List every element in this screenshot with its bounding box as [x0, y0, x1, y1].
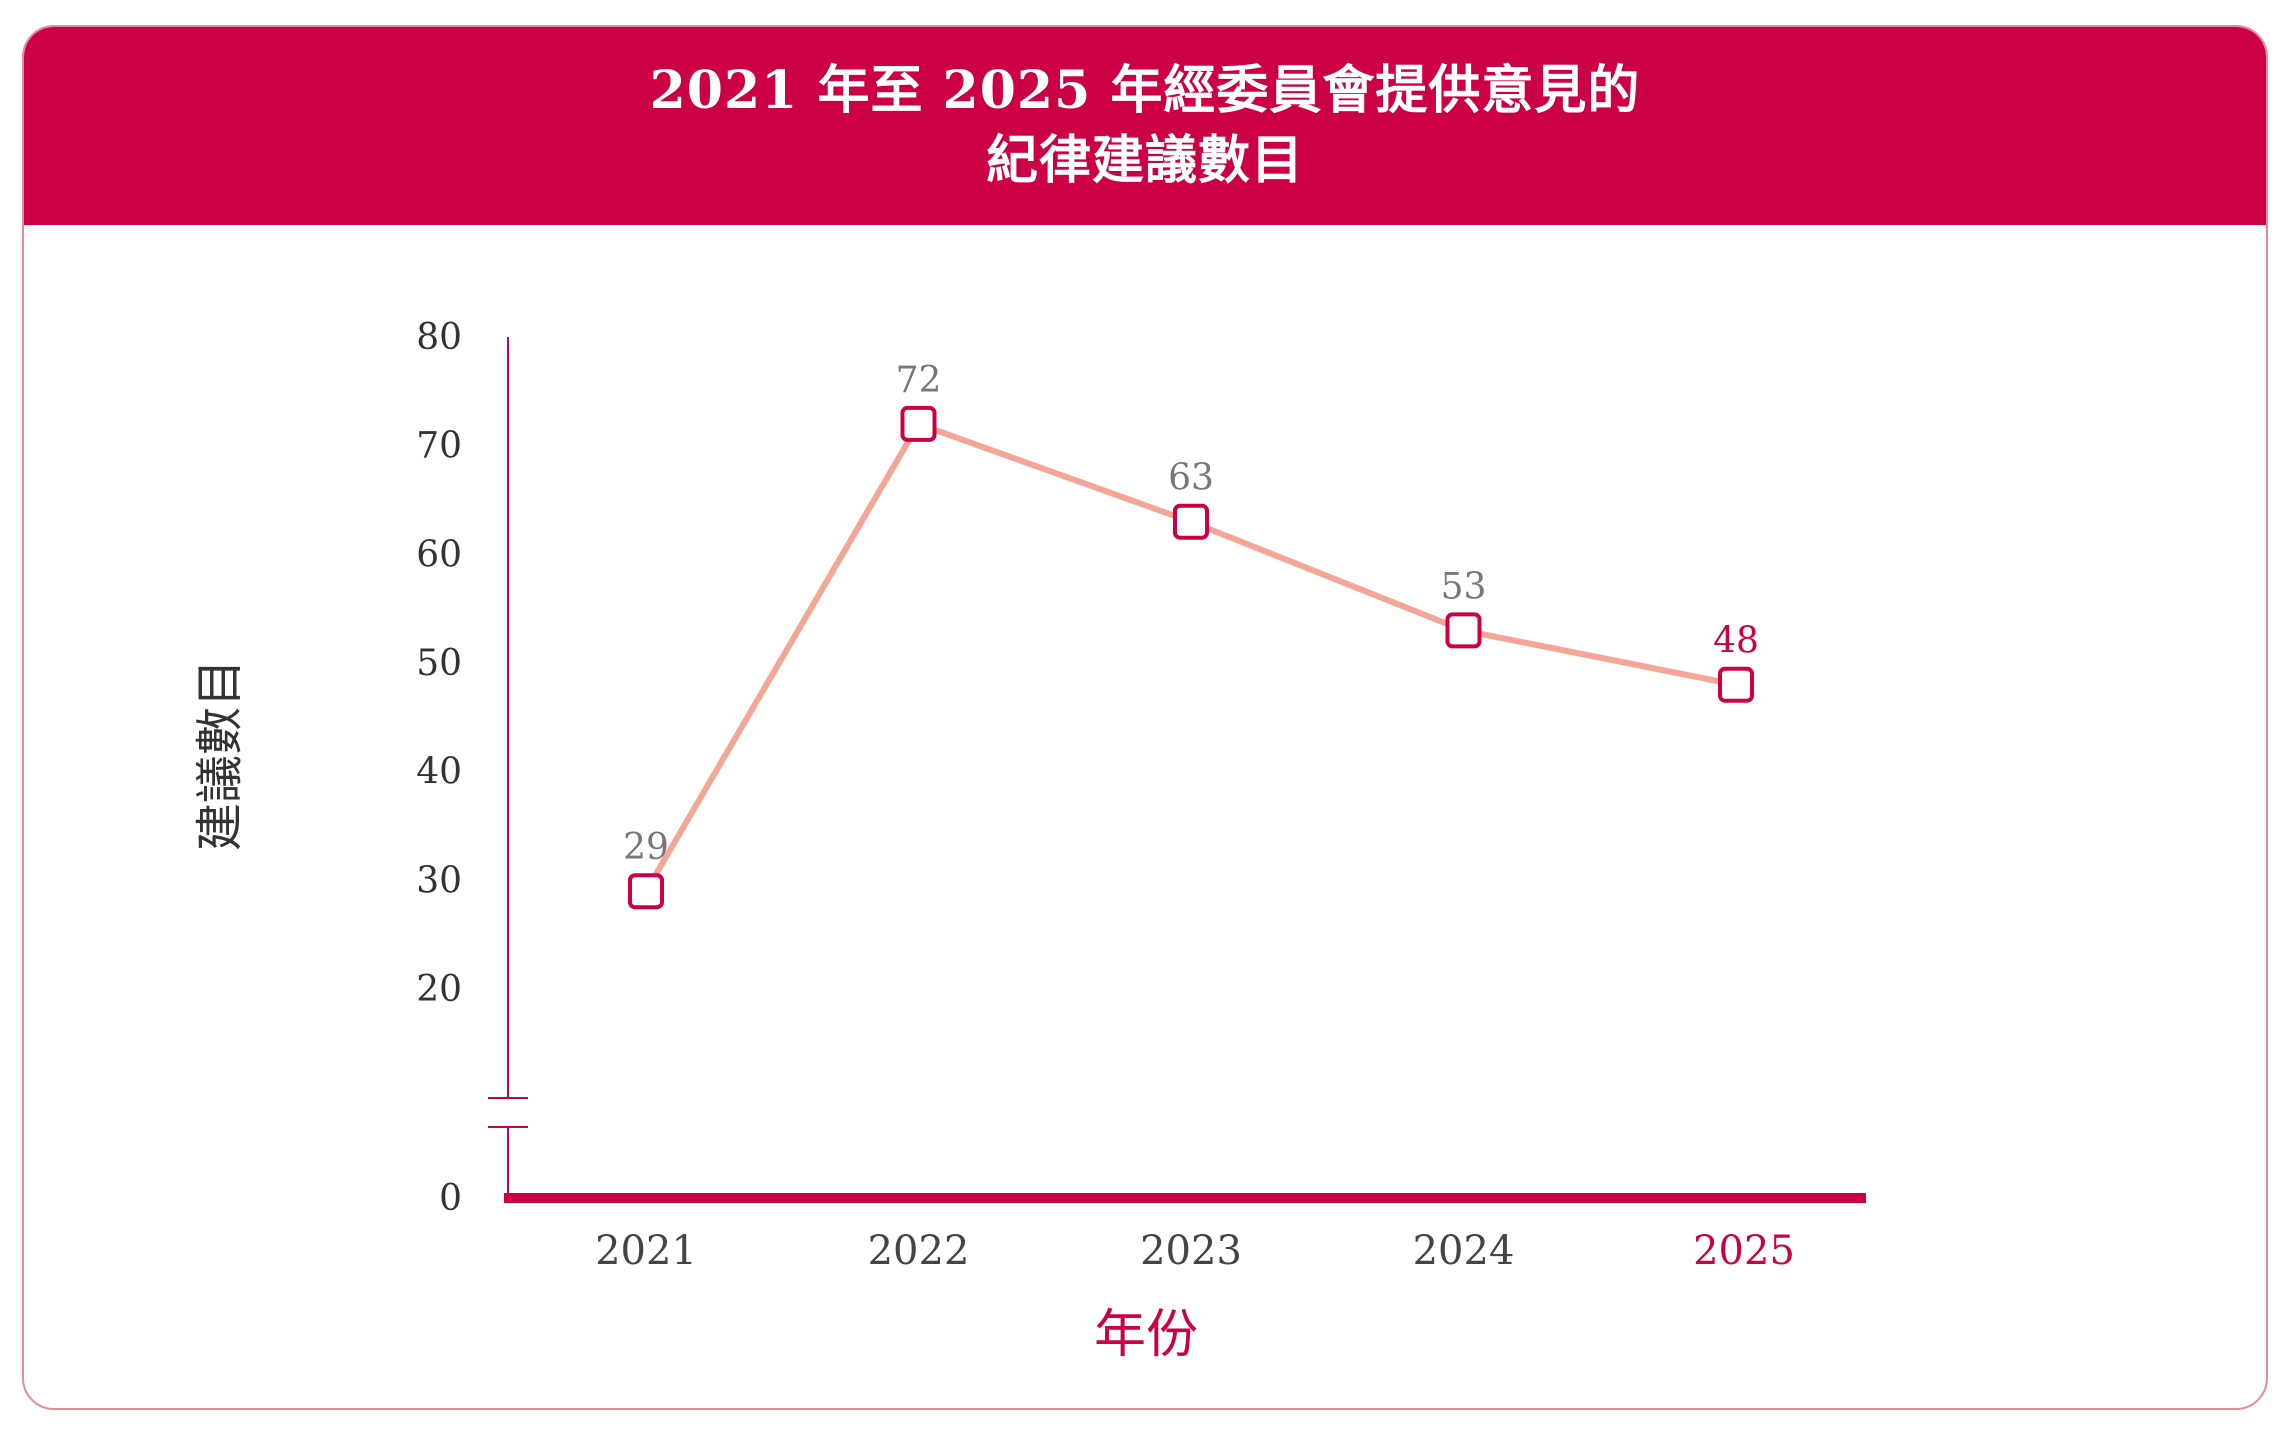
- chart-title-line-1: 2021 年至 2025 年經委員會提供意見的: [649, 60, 1641, 121]
- data-point-marker: [900, 405, 937, 442]
- y-axis-title: 建議數目: [192, 659, 248, 851]
- chart-card: 2021 年至 2025 年經委員會提供意見的 紀律建議數目: [22, 25, 2268, 1410]
- y-tick-label: 40: [416, 752, 462, 793]
- y-tick-label: 50: [416, 643, 462, 684]
- chart-title-line-2: 紀律建議數目: [985, 130, 1304, 191]
- data-point-marker: [1173, 503, 1209, 540]
- y-tick-label: 0: [439, 1178, 462, 1219]
- data-label: 53: [1441, 566, 1487, 607]
- x-tick-label: 2025: [1693, 1228, 1795, 1274]
- x-tick-label: 2024: [1413, 1228, 1515, 1274]
- data-point-marker: [1445, 612, 1482, 649]
- data-point-marker: [628, 873, 664, 910]
- chart-header: 2021 年至 2025 年經委員會提供意見的 紀律建議數目: [24, 27, 2266, 225]
- y-tick-label: 20: [416, 969, 462, 1010]
- data-label: 63: [1168, 458, 1214, 499]
- data-label: 72: [896, 360, 942, 401]
- data-label: 48: [1713, 621, 1759, 662]
- x-tick-label: 2021: [595, 1228, 697, 1274]
- y-tick-label: 60: [416, 534, 462, 575]
- x-axis-title: 年份: [1094, 1305, 1198, 1365]
- y-tick-label: 70: [416, 426, 462, 467]
- x-tick-label: 2023: [1140, 1228, 1242, 1274]
- data-point-marker: [1718, 666, 1754, 703]
- data-label: 29: [623, 827, 669, 868]
- y-tick-label: 30: [416, 860, 462, 901]
- x-tick-label: 2022: [868, 1228, 970, 1274]
- y-tick-label: 80: [416, 317, 462, 358]
